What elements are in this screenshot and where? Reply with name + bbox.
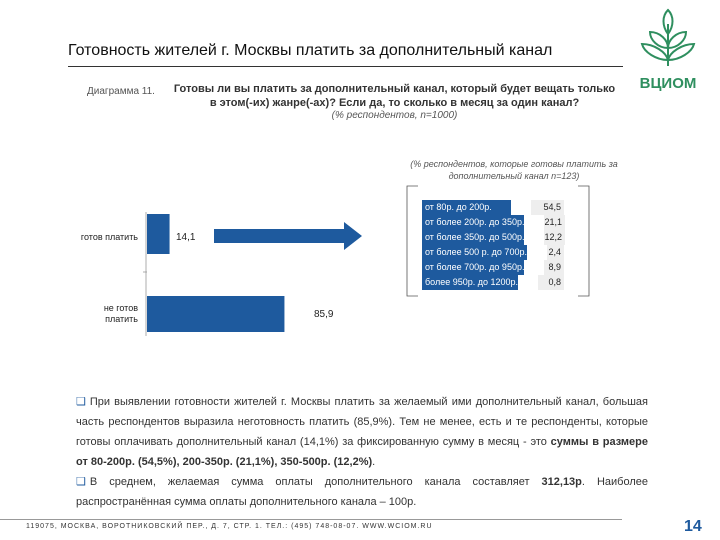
wciom-logo: ВЦИОМ xyxy=(640,8,697,92)
breakdown-note: (% респондентов, которые готовы платить … xyxy=(410,159,618,181)
table-row: от более 350р. до 500р. 12,2 xyxy=(422,230,565,245)
range-value: 8,9 xyxy=(544,260,564,275)
chart-subtitle: (% респондентов, n=1000) xyxy=(331,110,458,121)
range-value: 2,4 xyxy=(546,245,564,260)
bar-not-ready xyxy=(147,296,285,332)
footer-address: 119075, МОСКВА, ВОРОТНИКОВСКИЙ ПЕР., Д. … xyxy=(26,523,433,530)
breakdown-arrow xyxy=(214,222,362,250)
range-label: от более 700р. до 950р. xyxy=(422,260,525,275)
logo-text: ВЦИОМ xyxy=(640,75,697,92)
data-label-not-ready: 85,9 xyxy=(314,309,334,320)
checkbox-bullet-icon: ❑ xyxy=(76,396,86,408)
breakdown-bracket-right xyxy=(578,185,590,297)
analysis-text: ❑ При выявлении готовности жителей г. Мос… xyxy=(76,392,648,512)
range-value: 54,5 xyxy=(531,200,564,215)
table-row: от более 200р. до 350р. 21,1 xyxy=(422,215,565,230)
paragraph-1: ❑ При выявлении готовности жителей г. Мос… xyxy=(76,396,648,468)
title-underline xyxy=(68,66,623,67)
range-label: от более 350р. до 500р. xyxy=(422,230,525,245)
table-row: от 80р. до 200р. 54,5 xyxy=(422,200,564,215)
paragraph-2: ❑ В среднем, желаемая сумма оплаты дополн… xyxy=(76,476,648,508)
survey-question: Готовы ли вы платить за дополнительный к… xyxy=(173,83,616,109)
category-label-ready: готов платить xyxy=(80,232,138,242)
range-value: 12,2 xyxy=(544,230,565,245)
range-label: более 950р. до 1200р. xyxy=(422,275,519,290)
table-row: от более 500 р. до 700р. 2,4 xyxy=(422,245,564,260)
checkbox-bullet-icon: ❑ xyxy=(76,476,86,488)
range-label: от 80р. до 200р. xyxy=(422,200,512,215)
footer-divider xyxy=(0,519,622,520)
page-title: Готовность жителей г. Москвы платить за … xyxy=(68,42,553,59)
table-row: от более 700р. до 950р. 8,9 xyxy=(422,260,564,275)
range-value: 21,1 xyxy=(544,215,565,230)
range-value: 0,8 xyxy=(538,275,564,290)
category-label-not-ready: не готов платить xyxy=(103,303,138,324)
bar-ready xyxy=(147,214,170,254)
payment-breakdown-table: от 80р. до 200р. 54,5 от более 200р. до 3… xyxy=(422,200,565,290)
data-label-ready: 14,1 xyxy=(176,232,196,243)
breakdown-bracket-left xyxy=(406,185,418,297)
table-row: более 950р. до 1200р. 0,8 xyxy=(422,275,564,290)
page-number: 14 xyxy=(684,518,702,535)
range-label: от более 200р. до 350р. xyxy=(422,215,525,230)
range-label: от более 500 р. до 700р. xyxy=(422,245,527,260)
diagram-caption: Диаграмма 11. xyxy=(87,86,155,97)
